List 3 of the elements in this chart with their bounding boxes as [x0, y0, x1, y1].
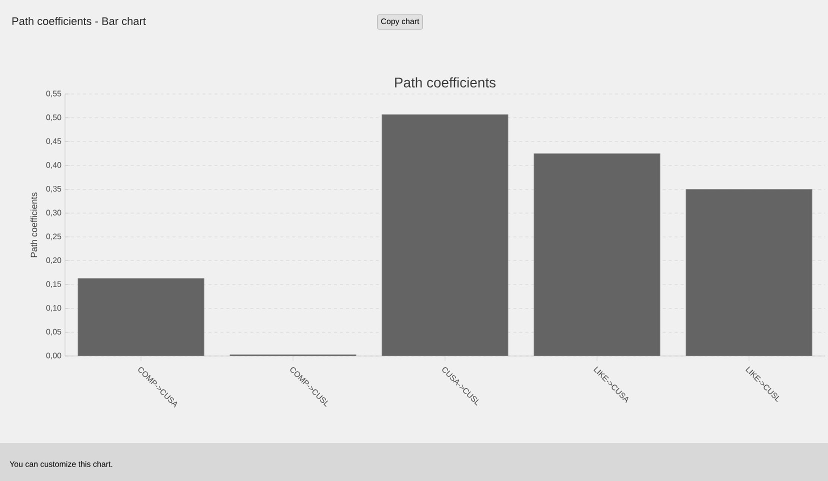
chart-title: Path coefficients	[395, 77, 496, 88]
y-axis-title: Path coefficients	[30, 192, 38, 258]
text: Path coefficients - Bar chart	[12, 16, 146, 26]
